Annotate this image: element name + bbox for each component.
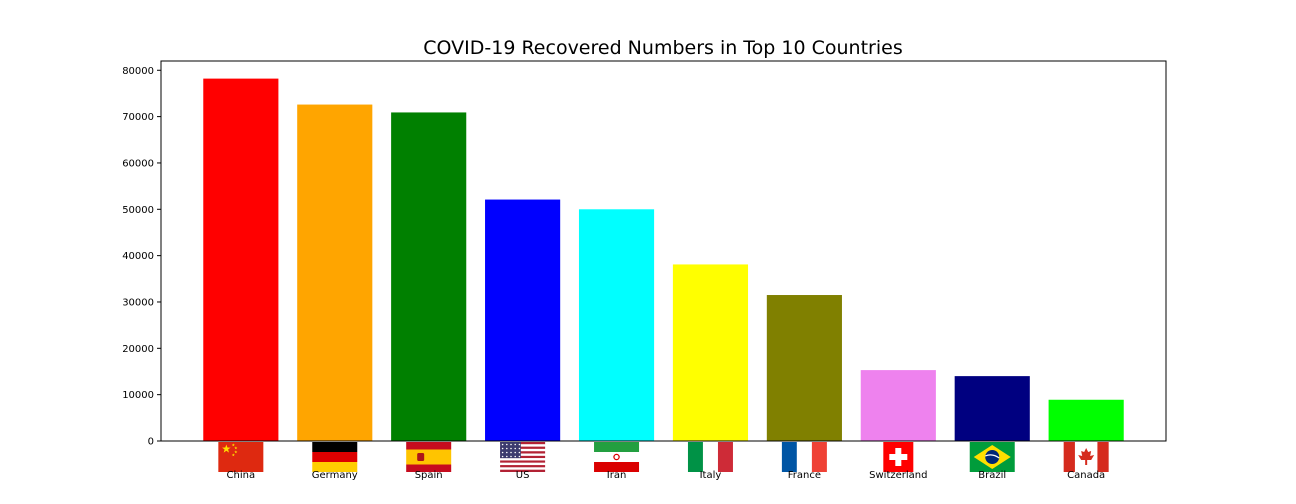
x-tick-label: US <box>516 470 530 481</box>
bar-germany <box>297 104 373 441</box>
y-tick-label: 30000 <box>122 297 154 308</box>
chart-title: COVID-19 Recovered Numbers in Top 10 Cou… <box>423 37 902 59</box>
us-flag-icon <box>500 442 546 472</box>
iran-flag-icon <box>594 442 640 472</box>
y-tick-label: 0 <box>148 437 154 448</box>
bar-spain <box>391 112 467 441</box>
y-tick-label: 40000 <box>122 251 154 262</box>
flags <box>218 442 1109 472</box>
y-tick-label: 70000 <box>122 112 154 123</box>
x-tick-label: Canada <box>1067 470 1105 481</box>
x-tick-label: Iran <box>607 470 627 481</box>
y-axis: 0 10000 20000 30000 40000 50000 60000 70000 8000… <box>122 66 161 448</box>
bar-china <box>203 78 279 442</box>
bar-switzerland <box>860 370 936 441</box>
y-tick-label: 80000 <box>122 66 154 77</box>
bar-italy <box>672 264 749 441</box>
bar-iran <box>578 209 655 441</box>
x-tick-label: Switzerland <box>869 470 927 481</box>
y-tick-label: 50000 <box>122 205 154 216</box>
canada-flag-icon <box>1063 442 1109 472</box>
plot-frame <box>160 60 1167 442</box>
x-axis: China Germany Spain US Iran Italy France Switze… <box>227 470 1106 481</box>
germany-flag-icon <box>312 442 358 472</box>
bar-us <box>485 199 561 441</box>
bars <box>203 78 1124 442</box>
brazil-flag-icon <box>969 442 1015 472</box>
bar-france <box>766 295 842 441</box>
x-tick-label: Italy <box>700 470 722 481</box>
bar-brazil <box>954 376 1030 441</box>
y-tick-label: 10000 <box>122 390 154 401</box>
x-tick-label: China <box>227 470 256 481</box>
france-flag-icon <box>781 442 827 472</box>
x-tick-label: France <box>788 470 821 481</box>
y-tick-label: 20000 <box>122 344 154 355</box>
x-tick-label: Germany <box>312 470 358 481</box>
china-flag-icon <box>218 442 264 472</box>
y-tick-label: 60000 <box>122 158 154 169</box>
spain-flag-icon <box>406 442 452 472</box>
x-tick-label: Spain <box>415 470 443 481</box>
bar-canada <box>1048 399 1124 441</box>
x-tick-label: Brazil <box>978 470 1006 481</box>
switzerland-flag-icon <box>883 442 914 472</box>
italy-flag-icon <box>687 442 733 472</box>
